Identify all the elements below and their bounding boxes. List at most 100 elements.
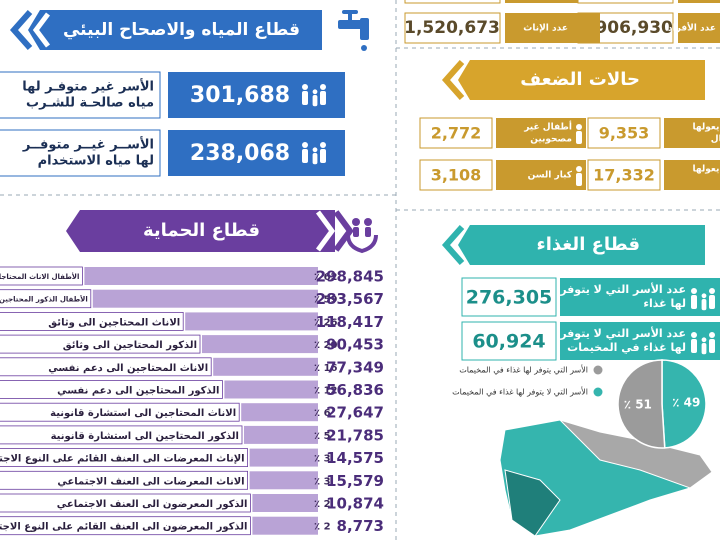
water-value: 238,068 (190, 141, 290, 166)
water-label: لها مياه الاستخدام (38, 154, 154, 169)
water-banner (28, 10, 322, 50)
pie-label: 49 ٪ (672, 396, 700, 410)
bar-count: 15,579 (326, 472, 384, 490)
icon (709, 288, 715, 294)
vuln-value: 3,108 (431, 166, 482, 185)
bar-value-label: 12 ٪ (314, 386, 338, 397)
legend-label: الأسر التي يتوفر لها غذاء في المخيمات (459, 365, 588, 375)
vuln-label: مصحوبين (530, 135, 572, 145)
bar-category: الذكور المحتاجين الى دعم نفسي (57, 386, 219, 397)
bar (252, 516, 318, 535)
bar (249, 448, 318, 467)
food-value-box (461, 277, 557, 317)
bar-count: 27,647 (326, 404, 384, 422)
stat-value: 1,520,673 (404, 18, 500, 38)
bar (213, 357, 318, 376)
label-box (0, 470, 249, 490)
stat-box (404, 0, 501, 4)
vuln-value: 9,353 (599, 124, 650, 143)
protection-title: قطاع الحماية (143, 220, 260, 241)
food-label: عدد الأسر التي لا يتوفر (559, 326, 686, 340)
icon (302, 142, 308, 148)
water-value-box (168, 72, 345, 118)
bar (241, 403, 318, 422)
bar-category: الإناث المعرضات الى العنف القائم على الن… (0, 454, 245, 465)
faucet-icon (338, 10, 369, 51)
food-value-box (461, 321, 557, 361)
icon (701, 293, 707, 299)
bar-count: 90,453 (326, 336, 384, 354)
label-box (0, 357, 212, 377)
bar-value-label: 3 ٪ (314, 476, 331, 487)
icon (709, 332, 715, 338)
icon (701, 299, 707, 311)
stat-box (577, 0, 674, 4)
water-label: الأســر غيــر متوفــر (22, 136, 154, 153)
vuln-value-box (587, 117, 661, 149)
chevron (32, 12, 50, 48)
map-region (559, 419, 713, 489)
bar-count: 118,417 (316, 313, 384, 331)
vuln-value: 2,772 (431, 124, 482, 143)
icon (701, 337, 707, 343)
bar-count: 298,845 (316, 268, 384, 286)
icon (709, 295, 715, 309)
bar-count: 10,874 (326, 495, 384, 513)
water-label-box (0, 129, 161, 177)
chevron (441, 60, 465, 100)
water-label: مياه صالحـة للشـرب (26, 96, 154, 111)
icon (576, 166, 582, 172)
bar-category: الاناث المحتاجين الى دعم نفسي (48, 363, 208, 374)
icon (709, 339, 715, 353)
vulnerability-banner (458, 60, 705, 100)
bar-category: الذكور المحتاجين الى وثائق (63, 340, 197, 351)
water-label: الأسر غير متوفـر لها (22, 78, 154, 95)
pie-label: 51 ٪ (624, 397, 652, 411)
label-box (0, 493, 251, 513)
bar (84, 267, 319, 285)
vuln-label-box (496, 118, 586, 148)
icon (691, 339, 697, 353)
icon (312, 89, 318, 95)
vuln-label: كبار السن (528, 171, 573, 181)
bar-count: 56,836 (326, 381, 384, 399)
food-value: 60,924 (472, 331, 545, 353)
food-label: لها غذاء (643, 297, 686, 310)
chevron (9, 10, 33, 50)
bar-category: الاناث المحتاجين الى وثائق (48, 317, 180, 328)
icon (576, 173, 582, 186)
water-value: 301,688 (190, 83, 290, 108)
icon (691, 332, 697, 338)
map-region (504, 469, 561, 537)
icon (320, 84, 326, 90)
label-box (0, 402, 240, 422)
bar-category: الذكور المعرضون الى العنف الاجتماعي (57, 499, 248, 510)
vuln-label-box (664, 118, 720, 148)
stat-label-box (505, 0, 600, 3)
legend-label: الأسر التي لا يتوفر لها غذاء في المخيمات (452, 387, 588, 397)
vuln-label: أطفال (711, 133, 720, 145)
stat-label: عدد الإناث (523, 24, 568, 34)
icon (302, 91, 308, 105)
label-box (0, 448, 249, 468)
food-banner (458, 225, 705, 265)
food-label: لها غذاء في المخيمات (567, 341, 686, 354)
bar (252, 494, 318, 512)
bar-count: 283,567 (316, 290, 384, 308)
bar-value-label: 3 ٪ (314, 454, 331, 465)
vuln-label: أسر يعولها (693, 163, 720, 175)
stat-label-box (678, 0, 720, 3)
bar-count: 8,773 (337, 517, 384, 535)
vulnerability-title: حالات الضعف (520, 69, 640, 90)
legend-swatch (593, 387, 603, 397)
pie-slice (661, 359, 707, 449)
bar (92, 289, 318, 308)
water-title: قطاع المياه والاصحاح البيئي (63, 20, 300, 40)
pie-slice (617, 359, 666, 449)
stat-value: 2,906,930 (577, 18, 673, 38)
stat-box (404, 12, 501, 44)
bar (185, 312, 318, 331)
vuln-label: أطفال غير (523, 121, 572, 133)
bar-category: الاناث المعرضات الى العنف الاجتماعي (57, 476, 244, 487)
icon (691, 295, 697, 309)
